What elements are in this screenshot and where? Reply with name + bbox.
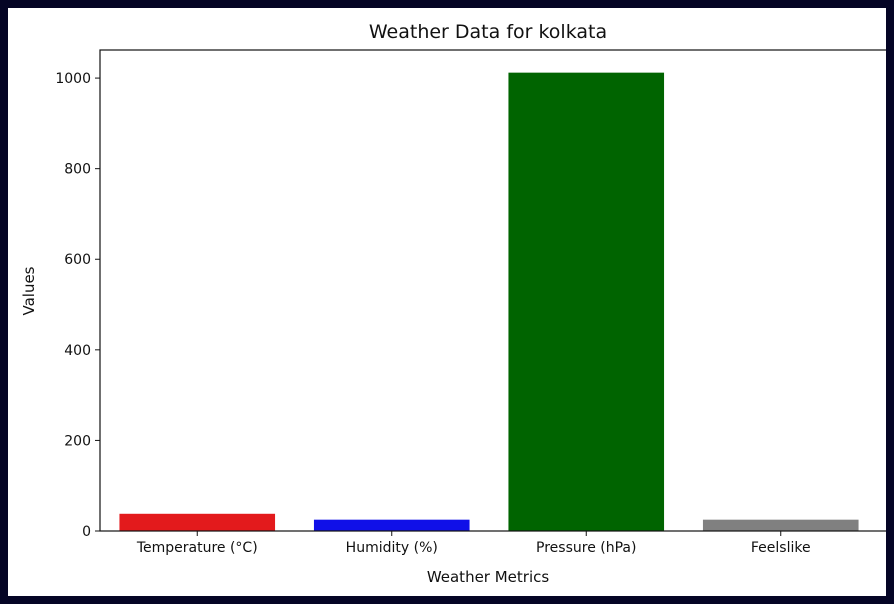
bar-2 — [508, 72, 665, 532]
y-tick-label-4: 800 — [64, 162, 91, 178]
x-axis-label: Weather Metrics — [427, 568, 550, 586]
chart-frame: Weather Data for kolkata Weather Metrics… — [8, 8, 886, 596]
y-axis-ticks: 0 200 400 600 800 1000 — [55, 71, 100, 540]
y-tick-label-1: 200 — [64, 433, 91, 449]
y-tick-label-0: 0 — [82, 524, 91, 540]
bar-chart: Weather Data for kolkata Weather Metrics… — [20, 21, 886, 586]
x-tick-label-1: Humidity (%) — [346, 540, 438, 556]
x-tick-label-3: Feelslike — [751, 540, 811, 556]
y-tick-label-3: 600 — [64, 252, 91, 268]
bar-0 — [119, 513, 276, 531]
x-tick-label-2: Pressure (hPa) — [536, 540, 636, 556]
y-tick-label-2: 400 — [64, 343, 91, 359]
y-tick-label-5: 1000 — [55, 71, 91, 87]
chart-title: Weather Data for kolkata — [369, 21, 607, 43]
y-axis-label: Values — [20, 266, 38, 315]
bar-1 — [313, 519, 470, 531]
bar-3 — [702, 519, 859, 531]
x-tick-label-0: Temperature (°C) — [136, 540, 258, 556]
plot-area-border — [99, 49, 886, 532]
bars-layer — [119, 72, 859, 532]
x-axis-ticks: Temperature (°C) Humidity (%) Pressure (hP… — [136, 531, 811, 556]
